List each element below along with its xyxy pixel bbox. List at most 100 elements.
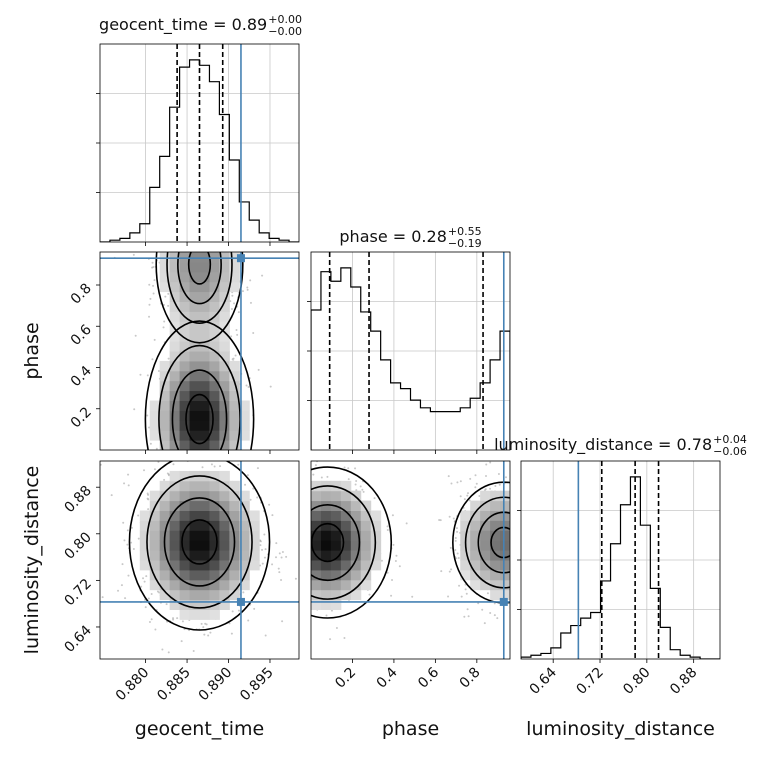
density-cell	[490, 579, 501, 591]
x-tick-label: 0.80	[620, 665, 653, 698]
scatter-point	[535, 572, 537, 574]
scatter-point	[481, 608, 484, 611]
density-cell	[219, 301, 230, 312]
density-cell	[239, 540, 250, 551]
scatter-point	[183, 185, 185, 187]
scatter-point	[218, 223, 220, 225]
scatter-point	[316, 438, 318, 440]
scatter-point	[525, 591, 527, 593]
scatter-point	[189, 455, 191, 457]
scatter-point	[184, 227, 186, 229]
scatter-point	[101, 596, 104, 599]
scatter-point	[253, 236, 255, 238]
scatter-point	[515, 558, 517, 560]
scatter-point	[519, 569, 521, 571]
scatter-point	[510, 529, 512, 531]
scatter-point	[220, 246, 222, 248]
scatter-point	[165, 248, 167, 250]
y-tick-label: 0.88	[61, 483, 94, 516]
density-cell	[199, 291, 210, 302]
scatter-point	[540, 571, 542, 573]
scatter-point	[165, 603, 168, 606]
scatter-point	[247, 457, 249, 459]
scatter-point	[521, 548, 523, 550]
scatter-point	[563, 556, 565, 558]
scatter-point	[231, 202, 233, 204]
scatter-point	[548, 560, 550, 562]
scatter-point	[516, 566, 518, 568]
scatter-point	[309, 540, 311, 542]
density-cell	[209, 430, 220, 441]
scatter-point	[468, 499, 471, 502]
scatter-point	[306, 555, 308, 557]
density-cell	[480, 579, 491, 591]
density-cell	[470, 550, 481, 561]
scatter-point	[201, 232, 203, 234]
density-cell	[480, 530, 491, 541]
density-cell	[209, 480, 220, 492]
density-cell	[199, 530, 210, 541]
scatter-point	[512, 506, 514, 508]
scatter-point	[197, 228, 199, 230]
density-cell	[370, 530, 382, 541]
scatter-point	[524, 578, 526, 580]
scatter-point	[180, 464, 182, 466]
panel-frame	[99, 460, 300, 660]
density-cell	[179, 520, 191, 531]
scatter-point	[305, 533, 307, 535]
scatter-point	[550, 581, 552, 583]
scatter-point	[533, 534, 535, 536]
density-cell	[229, 440, 240, 450]
scatter-point	[123, 539, 126, 542]
scatter-point	[391, 514, 394, 517]
scatter-point	[160, 199, 162, 201]
scatter-point	[195, 193, 197, 195]
scatter-point	[263, 556, 266, 559]
y-axis-label: phase	[21, 322, 43, 379]
scatter-point	[287, 508, 289, 510]
scatter-point	[504, 476, 507, 479]
density-cell	[189, 360, 200, 372]
density-cell	[229, 480, 240, 492]
scatter-point	[542, 585, 544, 587]
scatter-point	[212, 229, 214, 231]
scatter-point	[303, 570, 305, 572]
density-cell	[139, 520, 151, 531]
y-axis-label: luminosity_distance	[21, 466, 43, 655]
scatter-point	[183, 233, 185, 235]
contour-line	[158, 344, 241, 450]
scatter-point	[183, 234, 185, 236]
density-cell	[229, 430, 240, 441]
scatter-point	[523, 542, 525, 544]
density-cell	[480, 569, 491, 581]
scatter-point	[241, 290, 244, 293]
scatter-point	[286, 533, 288, 535]
density-cell	[229, 520, 240, 531]
scatter-point	[447, 595, 450, 598]
scatter-point	[531, 567, 533, 569]
density-cell	[189, 500, 200, 511]
scatter-point	[162, 240, 164, 242]
scatter-point	[225, 247, 227, 249]
density-cell	[370, 550, 382, 561]
scatter-point	[158, 591, 161, 594]
density-cell	[149, 490, 161, 502]
scatter-point	[146, 492, 149, 495]
scatter-point	[201, 220, 203, 222]
scatter-point	[526, 519, 528, 521]
scatter-point	[143, 469, 146, 472]
scatter-point	[531, 523, 533, 525]
scatter-point	[197, 202, 199, 204]
scatter-point	[185, 466, 187, 468]
title-sub: −0.06	[713, 445, 747, 458]
density-cell	[169, 252, 181, 263]
scatter-point	[164, 295, 167, 298]
density-cell	[189, 560, 200, 571]
scatter-point	[141, 410, 143, 412]
density-cell	[340, 579, 352, 591]
scatter-point	[497, 473, 500, 476]
density-cell	[330, 589, 342, 601]
scatter-point	[234, 354, 237, 357]
scatter-point	[273, 550, 275, 552]
scatter-point	[448, 515, 451, 518]
